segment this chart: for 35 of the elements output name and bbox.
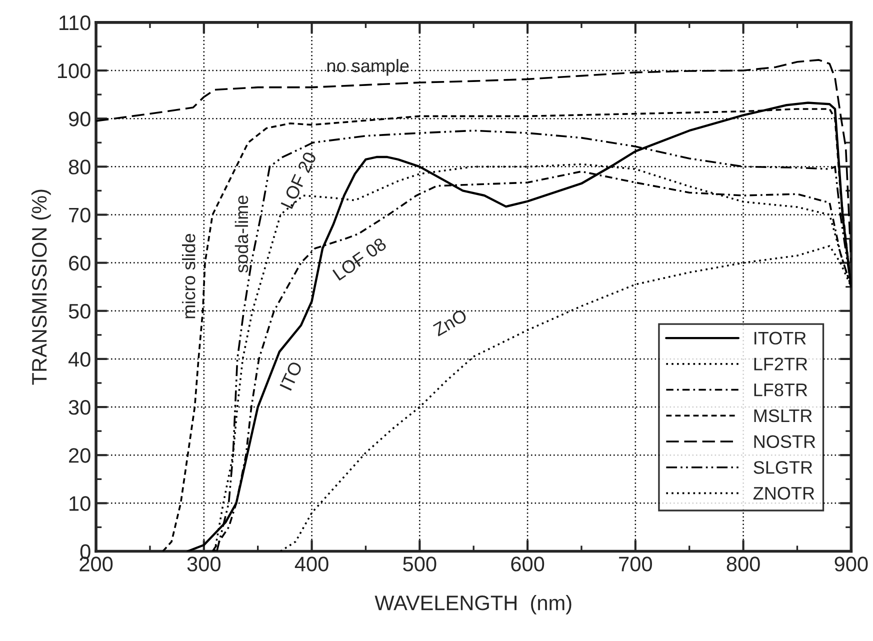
y-tick-label: 10 [70, 496, 90, 511]
annotation: ITO [280, 360, 303, 391]
x-tick-label: 200 [80, 556, 113, 572]
y-tick-label: 100 [58, 64, 90, 78]
legend-label: SLGTR [754, 461, 812, 474]
y-tick-label: 40 [68, 352, 90, 367]
x-tick-label: 300 [187, 556, 220, 572]
x-tick-label: 900 [834, 556, 868, 572]
annotation: LOF 20 [280, 151, 317, 210]
y-tick-label: 50 [68, 304, 90, 319]
annotation: soda-lime [234, 196, 248, 273]
y-axis-title: TRANSMISSION (%) [31, 190, 51, 385]
annotation: no sample [327, 58, 409, 76]
x-tick-label: 700 [619, 556, 652, 572]
y-tick-label: 110 [60, 15, 90, 30]
y-tick-label: 70 [69, 208, 90, 222]
y-tick-label: 30 [68, 400, 90, 415]
y-tick-label: 20 [69, 448, 90, 463]
x-tick-label: 800 [726, 556, 760, 572]
y-tick-label: 90 [68, 112, 90, 126]
x-tick-label: 600 [511, 556, 544, 572]
legend-label: LF2TR [754, 358, 808, 370]
x-axis-title: WAVELENGTH (nm) [374, 594, 572, 614]
y-tick-label: 80 [68, 160, 90, 174]
legend-label: LF8TR [754, 383, 808, 396]
legend-label: MSLTR [754, 409, 812, 422]
annotation: micro slide [182, 234, 196, 318]
legend-label: NOSTR [754, 435, 816, 448]
annotation: ZnO [432, 308, 468, 337]
y-tick-label: 60 [69, 256, 90, 271]
x-tick-label: 500 [403, 556, 436, 572]
legend-label: ITOTR [754, 332, 806, 345]
annotation: LOF 08 [332, 237, 388, 281]
x-tick-label: 400 [294, 556, 328, 572]
legend-label: ZNOTR [753, 486, 814, 500]
